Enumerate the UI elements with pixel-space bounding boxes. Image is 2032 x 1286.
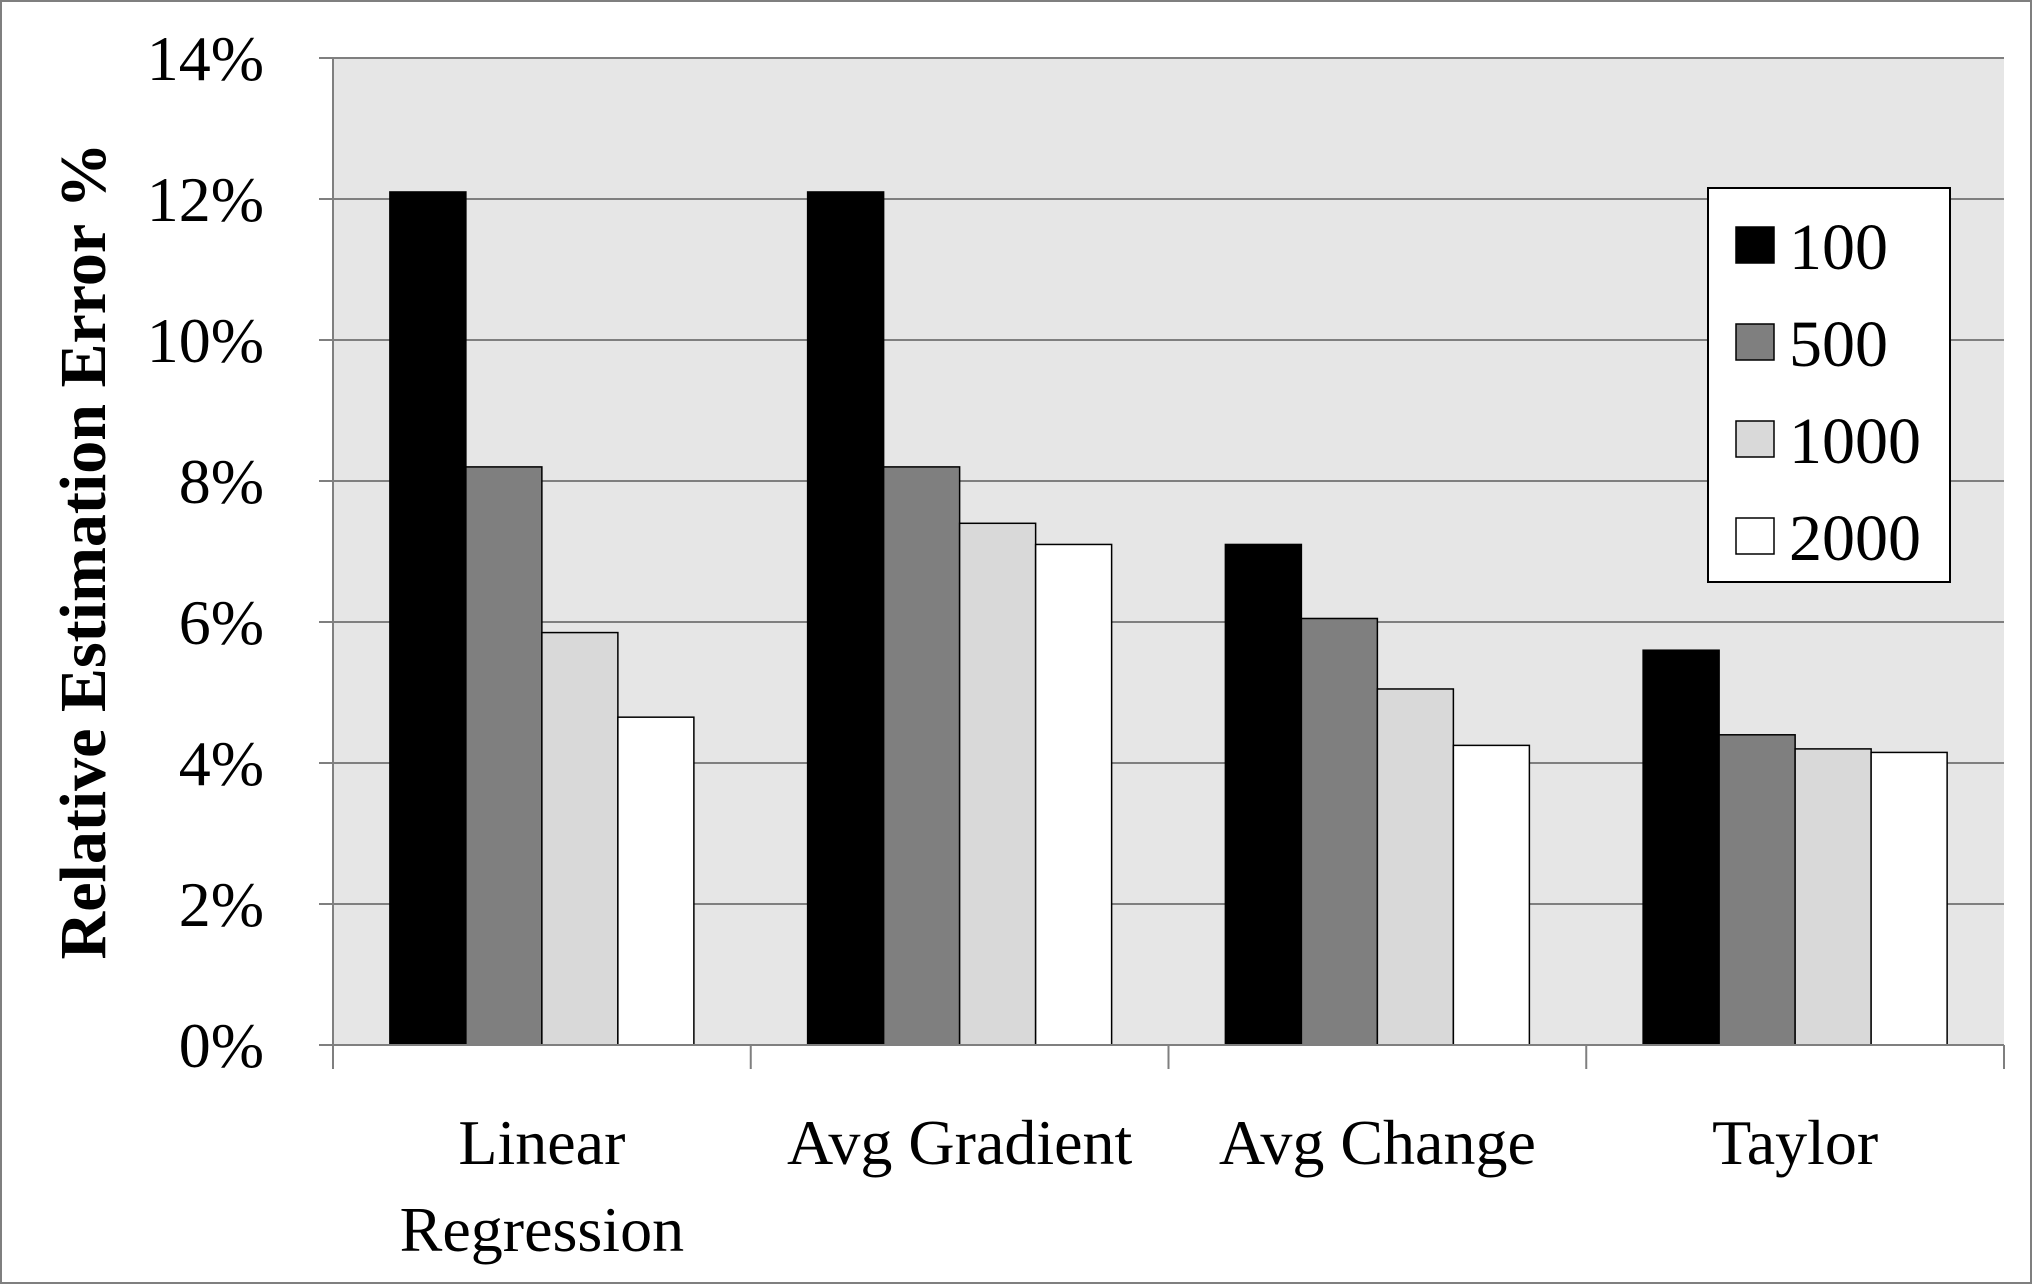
y-axis-title: Relative Estimation Error % — [47, 143, 120, 960]
y-tick-label: 6% — [179, 587, 264, 658]
x-category-label: Regression — [400, 1194, 684, 1265]
bar-500 — [1718, 734, 1796, 1046]
legend-swatch-1000 — [1735, 420, 1775, 458]
bar-100 — [389, 191, 467, 1046]
bars — [389, 191, 1948, 1046]
y-tick-label: 12% — [147, 164, 264, 235]
bar-100 — [1224, 543, 1303, 1046]
y-tick-label: 4% — [179, 728, 264, 799]
bar-100 — [806, 191, 885, 1046]
legend-swatch-2000 — [1735, 517, 1775, 555]
x-category-label: Linear — [458, 1107, 625, 1178]
legend-label-2000: 2000 — [1789, 502, 1921, 575]
x-category-labels: Linear Regression Avg Gradient Avg Change Ta… — [400, 1107, 1879, 1265]
bar-100 — [1642, 649, 1720, 1046]
x-category-label: Avg Gradient — [787, 1107, 1133, 1178]
y-tick-label: 2% — [179, 869, 264, 940]
bar-1000 — [1376, 688, 1455, 1046]
axes — [332, 58, 2004, 1046]
legend-swatch-100 — [1735, 226, 1775, 264]
bar-500 — [1300, 617, 1379, 1046]
x-category-label: Avg Change — [1219, 1107, 1536, 1178]
x-category-label: Taylor — [1712, 1107, 1878, 1178]
bar-2000 — [1034, 543, 1113, 1046]
legend-label-1000: 1000 — [1789, 405, 1921, 478]
bar-2000 — [617, 716, 695, 1046]
legend-label-500: 500 — [1789, 308, 1888, 381]
y-tick-label: 14% — [147, 23, 264, 94]
y-tick-label: 10% — [147, 305, 264, 376]
bar-1000 — [958, 522, 1037, 1046]
y-tick-label: 8% — [179, 446, 264, 517]
bar-1000 — [541, 631, 619, 1046]
bar-2000 — [1452, 744, 1531, 1046]
legend-label-100: 100 — [1789, 211, 1888, 284]
bar-500 — [465, 466, 543, 1046]
legend: 100 500 1000 2000 — [1707, 187, 1951, 583]
y-tick-label: 0% — [179, 1010, 264, 1081]
y-tick-labels: 0% 2% 4% 6% 8% 10% 12% 14% — [147, 23, 264, 1081]
legend-swatch-500 — [1735, 323, 1775, 361]
bar-2000 — [1870, 751, 1948, 1046]
bar-500 — [882, 466, 961, 1046]
bar-1000 — [1794, 748, 1872, 1046]
